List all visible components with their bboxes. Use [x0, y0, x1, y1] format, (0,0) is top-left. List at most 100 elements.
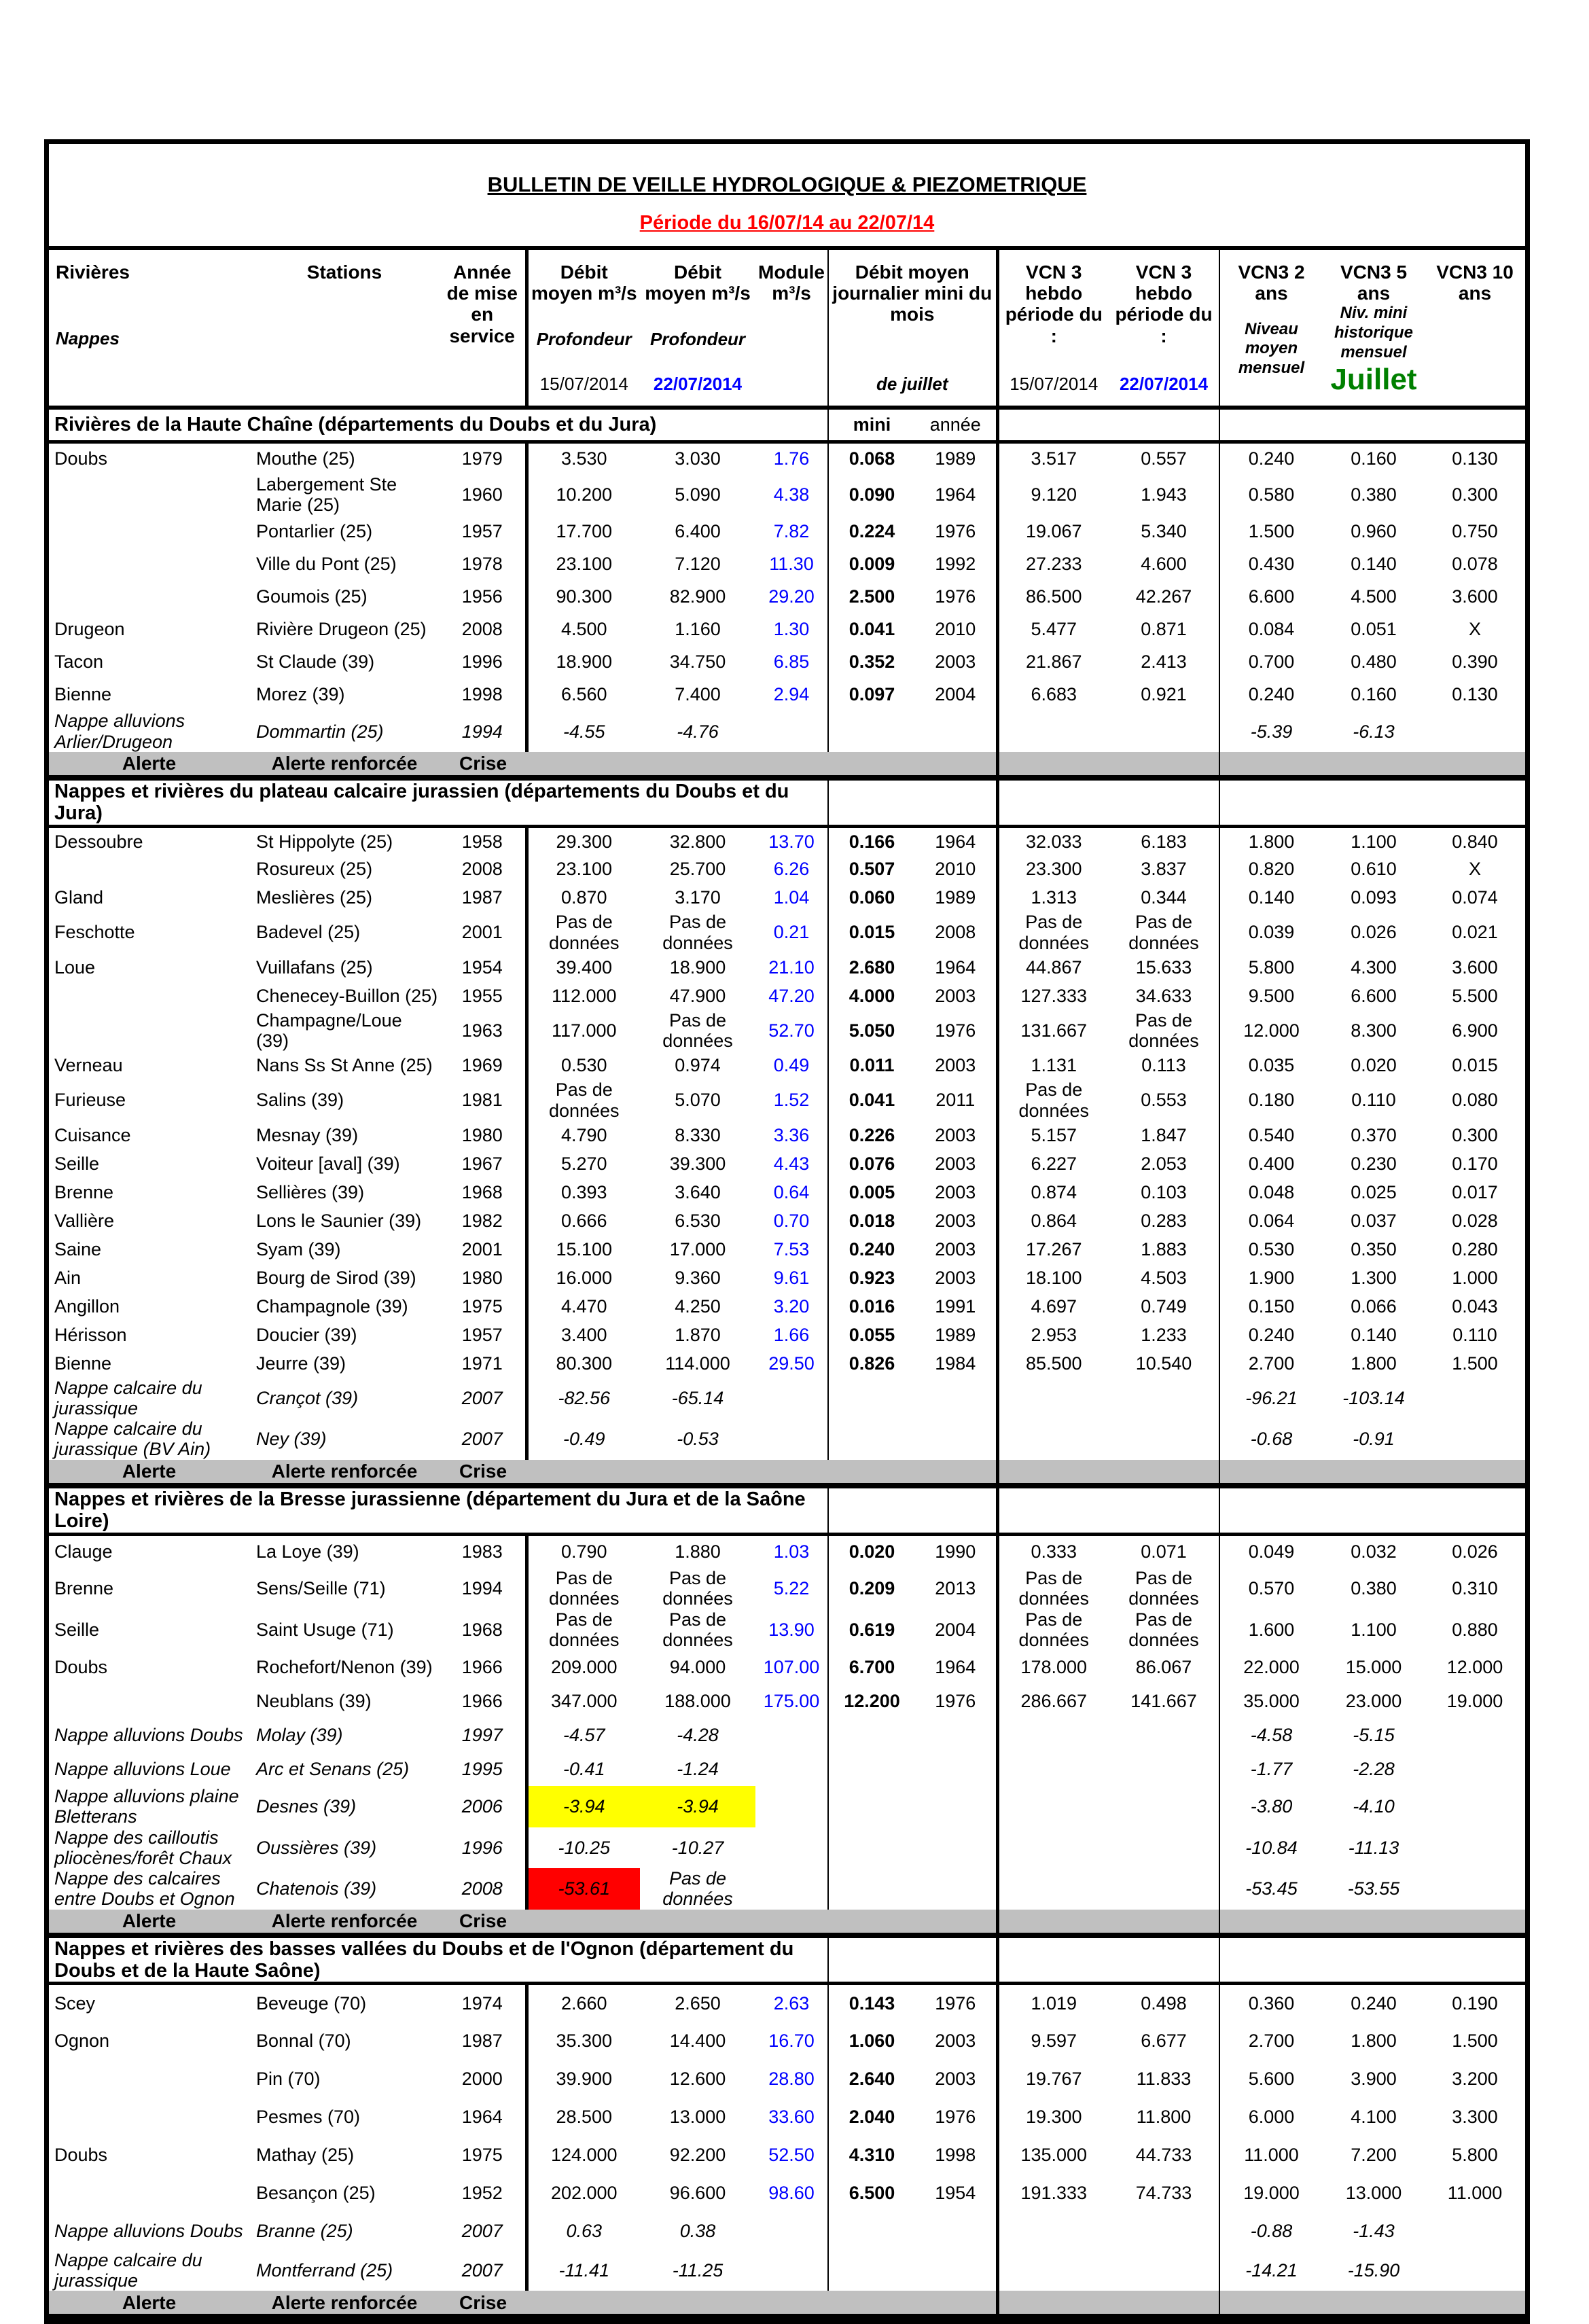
- annee-service-cell: 1968: [440, 1177, 529, 1206]
- station-cell: Salins (39): [256, 1090, 344, 1111]
- annee-service-cell: 1975: [440, 1291, 529, 1321]
- module-cell: [755, 2249, 829, 2291]
- debit-1507-cell: 17.700: [556, 521, 613, 542]
- vcn3-2ans-cell: 5.600: [1248, 2068, 1295, 2089]
- empty-cell: [1219, 778, 1525, 826]
- module-cell: 1.04: [755, 883, 829, 912]
- mini-cell: 0.226: [849, 1124, 895, 1145]
- debit-1507-cell: 39.400: [556, 957, 613, 978]
- mini-cell: 2.500: [849, 586, 895, 607]
- vcn3-10ans-cell: 11.000: [1447, 2182, 1503, 2203]
- mini-cell: 0.507: [849, 859, 895, 880]
- vcn3-2ans-cell: 6.000: [1248, 2106, 1295, 2127]
- header-stations: Stations: [249, 250, 440, 408]
- table-row: Gland Meslières (25) 1987 0.870 3.170 1.04 0.0…: [49, 883, 1525, 912]
- vcn3-10ans-cell: [1425, 2212, 1525, 2250]
- module-cell: 16.70: [755, 2021, 829, 2060]
- station-cell: Morez (39): [256, 684, 345, 705]
- vcn3-5ans-cell: 4.300: [1351, 957, 1397, 978]
- annee-service-cell: 1968: [440, 1609, 529, 1651]
- mini-cell: 2.040: [849, 2106, 895, 2127]
- riviere-cell: Doubs: [54, 1656, 108, 1677]
- annee-service-cell: 2007: [440, 2249, 529, 2291]
- mini-annee-cell: [915, 1786, 999, 1827]
- vcn3h-1507-cell: 5.477: [1031, 619, 1077, 640]
- empty-cell: [1219, 1460, 1525, 1486]
- header-vcn3h-1507: VCN 3 hebdo période du : 15/07/2014: [997, 250, 1109, 408]
- annee-service-cell: 1957: [440, 515, 529, 548]
- vcn3-5ans-cell: 0.160: [1351, 684, 1397, 705]
- debit-2207-cell: 14.400: [669, 2030, 726, 2051]
- vcn3h-1507-cell: Pas de données: [1018, 1079, 1090, 1121]
- header-module: Module m³/s: [755, 250, 829, 408]
- annee-service-cell: 1997: [440, 1718, 529, 1753]
- document-title: BULLETIN DE VEILLE HYDROLOGIQUE & PIEZOM…: [487, 173, 1087, 196]
- riviere-cell: [49, 982, 249, 1010]
- riviere-cell: Tacon: [54, 651, 104, 673]
- empty-cell: [526, 2291, 999, 2317]
- mini-annee-cell: 1991: [915, 1291, 999, 1321]
- table-row: Furieuse Salins (39) 1981 Pas de données 5.0…: [49, 1079, 1525, 1121]
- mini-cell: [828, 1752, 915, 1786]
- mini-cell: [828, 2250, 915, 2291]
- debit-2207-cell: 34.750: [669, 651, 726, 673]
- vcn3h-1507-cell: 178.000: [1020, 1656, 1088, 1677]
- vcn3-10ans-cell: [1425, 2250, 1525, 2291]
- riviere-cell: [49, 580, 249, 613]
- mini-cell: 2.680: [849, 957, 895, 978]
- module-cell: [755, 1418, 829, 1460]
- header-debit-label: Débit moyen m³/s: [531, 261, 637, 304]
- station-cell: Rivière Drugeon (25): [256, 619, 427, 640]
- vcn3-2ans-cell: 35.000: [1243, 1690, 1300, 1711]
- debit-1507-cell: 0.530: [560, 1055, 607, 1076]
- riviere-cell: Nappe des calcaires entre Doubs et Ognon: [54, 1868, 235, 1910]
- vcn3h-2207-cell: 44.733: [1109, 2135, 1221, 2174]
- alert-row: Alerte Alerte renforcée Crise: [49, 2291, 1526, 2317]
- module-cell: [755, 1827, 829, 1869]
- alerte-label: Alerte: [122, 1461, 177, 1482]
- mini-annee-cell: 1964: [915, 1650, 999, 1685]
- mini-annee-cell: 2003: [915, 2059, 999, 2098]
- vcn3h-2207-cell: [1109, 1752, 1221, 1787]
- station-cell: Mesnay (39): [256, 1124, 359, 1145]
- mini-cell: 0.068: [849, 448, 895, 469]
- vcn3-10ans-cell: 5.800: [1452, 2144, 1498, 2165]
- debit-2207-cell: Pas de données: [662, 1568, 733, 1609]
- vcn3h-2207-cell: Pas de données: [1109, 1609, 1221, 1651]
- alert-row: Alerte Alerte renforcée Crise: [49, 1909, 1526, 1935]
- mini-annee-cell: 2011: [915, 1079, 999, 1121]
- vcn3-2ans-cell: -10.84: [1245, 1837, 1298, 1858]
- mini-cell: 0.018: [849, 1210, 895, 1231]
- section-title: Rivières de la Haute Chaîne (département…: [49, 408, 829, 442]
- riviere-cell: Vallière: [54, 1210, 115, 1231]
- vcn3h-2207-cell: 11.800: [1109, 2097, 1221, 2136]
- vcn3-2ans-cell: 1.900: [1248, 1267, 1295, 1288]
- table-header-row: Rivières Nappes Stations Année de mise e…: [49, 250, 1526, 408]
- table-row: Doubs Mathay (25) 1975 124.000 92.200 52.50 4.…: [49, 2135, 1525, 2174]
- table-row: Bienne Morez (39) 1998 6.560 7.400 2.94 0.097 2…: [49, 678, 1525, 711]
- vcn3-10ans-cell: 19.000: [1446, 1690, 1503, 1711]
- vcn3h-1507-cell: [997, 1378, 1109, 1418]
- vcn3-5ans-cell: 15.000: [1345, 1656, 1402, 1677]
- mini-annee-cell: 1990: [915, 1534, 999, 1569]
- mini-annee-cell: 1976: [915, 1684, 999, 1719]
- mini-cell: [828, 1786, 915, 1827]
- mini-annee-cell: 1976: [915, 1983, 999, 2022]
- station-cell: Jeurre (39): [256, 1353, 346, 1374]
- mini-cell: 0.016: [849, 1295, 895, 1317]
- mini-column-label: [828, 1935, 915, 1984]
- vcn3-5ans-cell: -53.55: [1347, 1878, 1400, 1899]
- annee-service-cell: 2001: [440, 1234, 529, 1264]
- vcn3-2ans-cell: 0.400: [1248, 1153, 1295, 1174]
- debit-1507-cell: Pas de données: [548, 1079, 620, 1121]
- table-row: Verneau Nans Ss St Anne (25) 1969 0.530 0.97…: [49, 1051, 1525, 1080]
- vcn3-10ans-cell: 1.500: [1452, 1353, 1498, 1374]
- vcn3-2ans-cell: 0.035: [1248, 1055, 1295, 1076]
- vcn3-2ans-cell: 1.600: [1248, 1619, 1295, 1640]
- vcn3h-1507-cell: 44.867: [1025, 957, 1082, 978]
- debit-2207-cell: Pas de données: [662, 1868, 733, 1910]
- vcn3h-2207-cell: [1109, 2249, 1221, 2291]
- vcn3-5ans-cell: -2.28: [1353, 1758, 1395, 1779]
- header-vcn3h-label: VCN 3 hebdo période du :: [1005, 261, 1103, 346]
- riviere-cell: Ain: [54, 1267, 82, 1288]
